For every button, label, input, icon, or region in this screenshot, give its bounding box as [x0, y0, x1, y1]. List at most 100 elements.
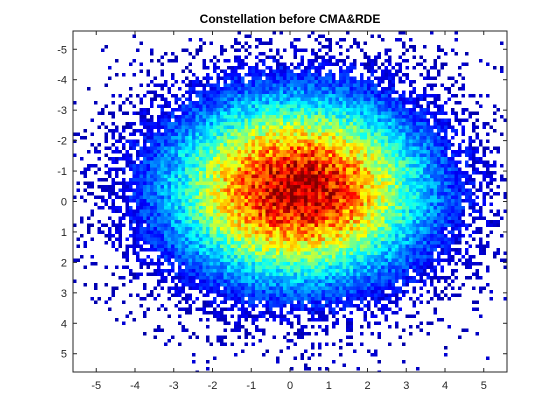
heatmap-cell — [272, 97, 276, 101]
heatmap-cell — [381, 160, 385, 164]
heatmap-cell — [307, 62, 311, 66]
heatmap-cell — [335, 80, 339, 84]
heatmap-cell — [430, 167, 434, 171]
heatmap-cell — [307, 174, 311, 178]
heatmap-cell — [139, 181, 143, 185]
heatmap-cell — [188, 115, 192, 119]
heatmap-cell — [178, 136, 182, 140]
heatmap-cell — [157, 206, 161, 210]
heatmap-cell — [314, 160, 318, 164]
heatmap-cell — [132, 216, 136, 220]
heatmap-cell — [188, 62, 192, 66]
heatmap-cell — [381, 167, 385, 171]
heatmap-cell — [416, 104, 420, 108]
heatmap-cell — [444, 185, 448, 189]
heatmap-cell — [412, 90, 416, 94]
heatmap-cell — [381, 87, 385, 91]
heatmap-cell — [381, 125, 385, 129]
heatmap-cell — [188, 146, 192, 150]
heatmap-cell — [192, 108, 196, 112]
heatmap-cell — [251, 185, 255, 189]
heatmap-cell — [328, 153, 332, 157]
heatmap-cell — [125, 195, 129, 199]
heatmap-cell — [314, 129, 318, 133]
heatmap-cell — [321, 178, 325, 182]
heatmap-cell — [374, 174, 378, 178]
heatmap-cell — [174, 115, 178, 119]
heatmap-cell — [87, 164, 91, 168]
heatmap-cell — [342, 150, 346, 154]
heatmap-cell — [475, 209, 479, 213]
heatmap-cell — [290, 209, 294, 213]
heatmap-cell — [174, 237, 178, 241]
heatmap-cell — [321, 220, 325, 224]
heatmap-cell — [283, 178, 287, 182]
heatmap-cell — [468, 199, 472, 203]
heatmap-cell — [143, 111, 147, 115]
heatmap-cell — [213, 167, 217, 171]
heatmap-cell — [192, 143, 196, 147]
heatmap-cell — [241, 153, 245, 157]
heatmap-cell — [272, 111, 276, 115]
heatmap-cell — [255, 66, 259, 70]
heatmap-cell — [412, 160, 416, 164]
heatmap-cell — [258, 143, 262, 147]
heatmap-cell — [437, 69, 441, 73]
heatmap-cell — [391, 178, 395, 182]
heatmap-cell — [269, 202, 273, 206]
heatmap-cell — [374, 164, 378, 168]
heatmap-cell — [325, 157, 329, 161]
heatmap-cell — [122, 101, 126, 105]
heatmap-cell — [321, 45, 325, 49]
heatmap-cell — [363, 101, 367, 105]
heatmap-cell — [265, 174, 269, 178]
heatmap-cell — [223, 213, 227, 217]
heatmap-cell — [458, 143, 462, 147]
heatmap-cell — [409, 115, 413, 119]
heatmap-cell — [181, 192, 185, 196]
heatmap-cell — [111, 136, 115, 140]
heatmap-cell — [248, 160, 252, 164]
heatmap-cell — [335, 153, 339, 157]
heatmap-cell — [283, 48, 287, 52]
heatmap-cell — [234, 59, 238, 63]
heatmap-cell — [202, 129, 206, 133]
heatmap-cell — [157, 136, 161, 140]
heatmap-cell — [248, 139, 252, 143]
heatmap-cell — [395, 181, 399, 185]
heatmap-cell — [325, 220, 329, 224]
heatmap-cell — [286, 227, 290, 231]
heatmap-cell — [377, 129, 381, 133]
heatmap-cell — [444, 111, 448, 115]
heatmap-cell — [496, 108, 500, 112]
heatmap-cell — [269, 115, 273, 119]
heatmap-cell — [209, 171, 213, 175]
heatmap-cell — [381, 115, 385, 119]
heatmap-cell — [325, 97, 329, 101]
heatmap-cell — [307, 178, 311, 182]
heatmap-cell — [220, 146, 224, 150]
heatmap-cell — [174, 59, 178, 63]
heatmap-cell — [335, 185, 339, 189]
heatmap-cell — [195, 234, 199, 238]
heatmap-cell — [97, 157, 101, 161]
heatmap-cell — [395, 220, 399, 224]
heatmap-cell — [339, 101, 343, 105]
heatmap-cell — [486, 139, 490, 143]
heatmap-cell — [157, 153, 161, 157]
heatmap-cell — [398, 223, 402, 227]
heatmap-cell — [237, 129, 241, 133]
heatmap-cell — [377, 76, 381, 80]
heatmap-cell — [216, 223, 220, 227]
heatmap-cell — [241, 185, 245, 189]
heatmap-cell — [244, 143, 248, 147]
heatmap-cell — [195, 146, 199, 150]
heatmap-cell — [279, 153, 283, 157]
heatmap-cell — [475, 136, 479, 140]
heatmap-cell — [150, 132, 154, 136]
heatmap-cell — [398, 202, 402, 206]
heatmap-cell — [437, 55, 441, 59]
heatmap-cell — [174, 160, 178, 164]
heatmap-cell — [311, 118, 315, 122]
heatmap-cell — [356, 129, 360, 133]
